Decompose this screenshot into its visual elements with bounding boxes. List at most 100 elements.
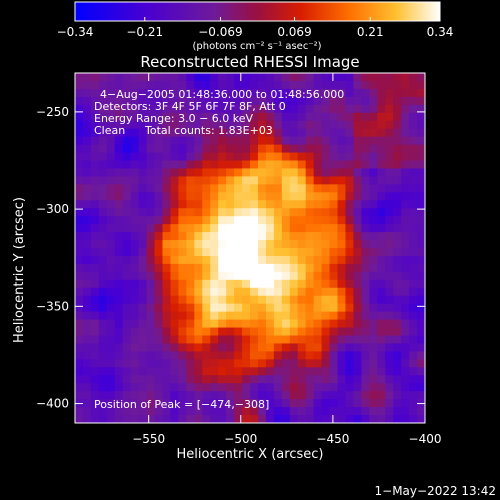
heatmap-cell (401, 255, 410, 265)
heatmap-cell (218, 216, 227, 225)
heatmap-cell (321, 359, 331, 368)
heatmap-cell (202, 359, 211, 368)
heatmap-cell (265, 208, 275, 217)
heatmap-cell (98, 311, 108, 321)
heatmap-cell (130, 407, 140, 416)
heatmap-cell (353, 335, 362, 345)
heatmap-cell (226, 176, 235, 185)
heatmap-cell (186, 327, 195, 337)
heatmap-cell (130, 391, 140, 400)
heatmap-cell (250, 208, 259, 217)
heatmap-cell (122, 192, 132, 201)
heatmap-cell (98, 279, 108, 289)
heatmap-cell (226, 232, 235, 241)
heatmap-cell (170, 160, 179, 170)
heatmap-cell (170, 208, 179, 217)
heatmap-cell (329, 152, 339, 162)
heatmap-cell (361, 160, 370, 170)
heatmap-cell (202, 391, 211, 400)
heatmap-cell (250, 160, 259, 170)
heatmap-cell (170, 367, 179, 376)
heatmap-cell (305, 391, 315, 400)
heatmap-cell (257, 343, 267, 352)
heatmap-cell (106, 88, 116, 98)
heatmap-cell (82, 319, 92, 329)
heatmap-cell (305, 343, 315, 352)
heatmap-cell (75, 375, 84, 384)
heatmap-cell (385, 152, 394, 162)
heatmap-cell (273, 160, 283, 170)
heatmap-cell (401, 383, 410, 392)
heatmap-cell (321, 375, 331, 384)
heatmap-cell (265, 407, 275, 416)
heatmap-cell (242, 208, 251, 217)
heatmap-cell (178, 343, 187, 352)
heatmap-cell (353, 407, 362, 416)
heatmap-cell (170, 96, 179, 106)
heatmap-cell (146, 120, 156, 130)
heatmap-cell (289, 351, 299, 360)
heatmap-cell (385, 232, 394, 241)
heatmap-cell (114, 200, 124, 209)
heatmap-cell (130, 271, 140, 281)
heatmap-cell (369, 367, 378, 376)
heatmap-cell (329, 96, 339, 106)
heatmap-cell (218, 375, 227, 384)
heatmap-cell (162, 128, 172, 138)
heatmap-cell (321, 415, 331, 423)
heatmap-cell (385, 391, 394, 400)
heatmap-cell (377, 240, 386, 249)
heatmap-cell (194, 311, 203, 321)
heatmap-cell (297, 375, 307, 384)
heatmap-cell (146, 200, 156, 209)
heatmap-cell (218, 271, 227, 281)
heatmap-cell (146, 359, 156, 368)
heatmap-cell (409, 160, 418, 170)
heatmap-cell (234, 248, 243, 257)
heatmap-cell (265, 144, 275, 154)
heatmap-cell (234, 327, 243, 337)
heatmap-cell (106, 152, 116, 162)
heatmap-cell (202, 335, 211, 345)
heatmap-cell (409, 335, 418, 345)
heatmap-cell (75, 184, 84, 193)
heatmap-cell (313, 184, 323, 193)
heatmap-cell (138, 391, 148, 400)
heatmap-cell (353, 184, 362, 193)
heatmap-cell (75, 144, 84, 154)
heatmap-cell (162, 240, 172, 249)
heatmap-cell (273, 192, 283, 201)
heatmap-cell (361, 295, 370, 305)
heatmap-cell (281, 80, 291, 90)
heatmap-cell (385, 240, 394, 249)
heatmap-cell (321, 136, 331, 146)
heatmap-cell (257, 391, 267, 400)
heatmap-cell (122, 200, 132, 209)
heatmap-cell (337, 279, 347, 289)
heatmap-cell (265, 279, 275, 289)
heatmap-cell (329, 263, 339, 273)
heatmap-cell (361, 184, 370, 193)
heatmap-cell (154, 200, 164, 209)
heatmap-cell (265, 224, 275, 233)
heatmap-cell (210, 96, 219, 106)
heatmap-cell (234, 200, 243, 209)
y-axis-label: Heliocentric Y (arcsec) (12, 197, 27, 343)
heatmap-cell (281, 168, 291, 177)
heatmap-cell (369, 184, 378, 193)
heatmap-cell (257, 311, 267, 321)
heatmap-cell (98, 184, 108, 193)
heatmap-cell (186, 128, 195, 138)
heatmap-cell (218, 128, 227, 138)
heatmap-cell (154, 248, 164, 257)
heatmap-cell (417, 303, 425, 313)
heatmap-cell (82, 152, 92, 162)
heatmap-cell (186, 271, 195, 281)
heatmap-cell (146, 319, 156, 329)
heatmap-cell (194, 343, 203, 352)
heatmap-cell (130, 224, 140, 233)
heatmap-cell (82, 407, 92, 416)
heatmap-cell (226, 327, 235, 337)
heatmap-cell (257, 263, 267, 273)
heatmap-cell (273, 303, 283, 313)
